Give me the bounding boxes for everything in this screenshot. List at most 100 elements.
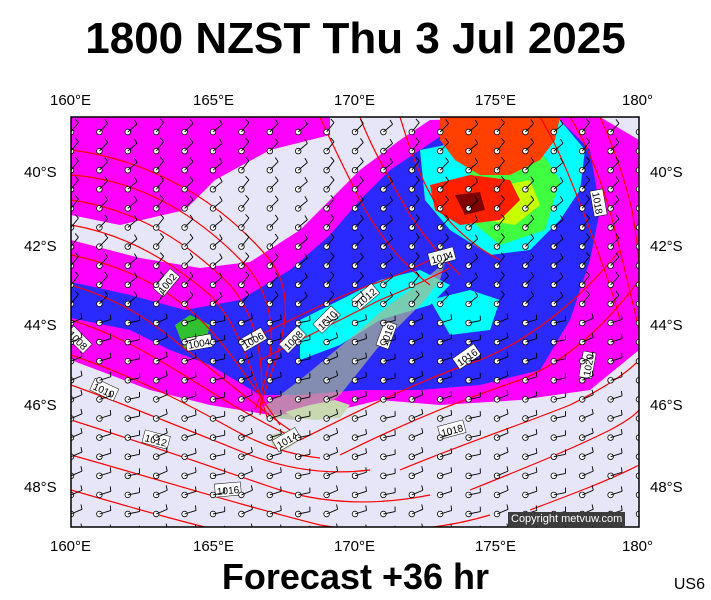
lat-label-right-46: 46°S	[650, 397, 683, 414]
wind-barb-feather	[365, 486, 367, 492]
wind-barb-feather	[591, 351, 594, 357]
wind-barb	[411, 432, 424, 439]
wind-barb	[298, 453, 311, 458]
wind-barb-feather	[620, 314, 623, 320]
wind-barb	[212, 320, 225, 324]
wind-barb-feather	[194, 486, 197, 492]
wind-barb-feather	[189, 214, 194, 220]
wind-barb-feather	[104, 119, 109, 124]
wind-barb-feather	[646, 196, 649, 200]
wind-barb-feather	[159, 214, 164, 219]
wind-barb-feather	[474, 157, 479, 163]
wind-barb-feather	[336, 408, 339, 414]
wind-barb	[71, 356, 83, 362]
wind-barb	[411, 217, 420, 228]
wind-barb	[383, 396, 396, 400]
wind-barb	[411, 470, 424, 477]
wind-barb-feather	[104, 290, 109, 296]
wind-barb-feather	[274, 271, 279, 277]
wind-barb	[184, 199, 194, 209]
wind-barb	[184, 161, 194, 171]
wind-station-circle	[266, 396, 273, 403]
wind-barb-feather	[194, 409, 197, 416]
wind-barb	[99, 490, 111, 496]
wind-barb-feather	[304, 196, 308, 201]
wind-barb-feather	[194, 371, 197, 377]
wind-barb	[638, 188, 639, 190]
wind-barb	[155, 236, 165, 247]
wind-barb	[127, 434, 140, 439]
wind-barb	[155, 179, 165, 190]
wind-barb	[269, 237, 279, 247]
wind-barb	[269, 490, 282, 496]
wind-barb	[411, 413, 424, 419]
wind-barb	[411, 508, 424, 515]
lon-label-top-180: 180°	[622, 92, 654, 109]
wind-barb	[155, 160, 165, 171]
wind-barb	[354, 123, 364, 133]
wind-barb-feather	[620, 333, 623, 339]
wind-barb	[638, 265, 639, 266]
wind-barb	[71, 141, 79, 152]
wind-barb-feather	[615, 214, 620, 220]
wind-barb-feather	[389, 196, 393, 201]
wind-barb	[525, 357, 537, 362]
wind-barb	[354, 452, 367, 458]
wind-barb	[297, 276, 308, 286]
wind-barb	[155, 122, 165, 133]
wind-barb-feather	[365, 314, 367, 320]
wind-barb-feather	[500, 118, 505, 123]
wind-barb	[99, 338, 111, 343]
wind-barb-feather	[245, 252, 250, 257]
wind-barb	[71, 337, 83, 343]
wind-barb	[411, 356, 424, 362]
wind-barb	[525, 123, 535, 133]
wind-barb	[127, 377, 140, 381]
wind-barb-feather	[250, 408, 253, 414]
wind-barb-feather	[365, 467, 367, 473]
wind-station-circle	[607, 338, 614, 346]
wind-barb-feather	[159, 290, 164, 295]
wind-barb	[156, 337, 168, 343]
wind-barb-feather	[250, 504, 253, 510]
wind-barb	[468, 377, 481, 381]
wind-barb-feather	[389, 119, 393, 125]
wind-station-circle	[408, 396, 415, 403]
wind-barb	[184, 357, 197, 362]
wind-barb	[326, 356, 338, 362]
wind-barb-feather	[389, 291, 393, 297]
wind-barb-feather	[336, 351, 339, 357]
wind-barb	[269, 414, 282, 419]
wind-barb-feather	[474, 119, 479, 125]
wind-barb	[241, 179, 250, 190]
wind-barb	[383, 511, 396, 515]
wind-barb	[411, 122, 420, 133]
wind-barb	[496, 198, 505, 209]
wind-barb	[553, 143, 564, 152]
wind-barb	[610, 275, 620, 286]
wind-barb	[326, 470, 338, 477]
wind-station-circle	[238, 434, 245, 441]
wind-barb	[610, 471, 623, 477]
wind-barb	[354, 199, 364, 209]
wind-barb	[156, 528, 167, 533]
wind-barb-feather	[450, 486, 453, 492]
wind-station-circle	[579, 396, 586, 403]
wind-barb-feather	[274, 119, 279, 124]
wind-barb	[298, 511, 311, 515]
wind-barb	[440, 530, 451, 534]
wind-barb	[383, 531, 395, 533]
wind-barb-feather	[646, 235, 649, 239]
wind-barb-feather	[506, 504, 509, 510]
wind-barb-feather	[189, 290, 194, 296]
wind-barb-feather	[80, 332, 83, 338]
lat-label-left-48: 48°S	[24, 479, 57, 496]
wind-barb	[298, 472, 311, 477]
wind-barb	[127, 415, 140, 419]
wind-barb-feather	[415, 156, 420, 162]
wind-barb-feather	[194, 314, 197, 320]
wind-barb	[468, 434, 481, 439]
wind-barb-feather	[500, 137, 505, 142]
wind-barb	[525, 490, 537, 496]
wind-barb-feather	[194, 333, 197, 339]
